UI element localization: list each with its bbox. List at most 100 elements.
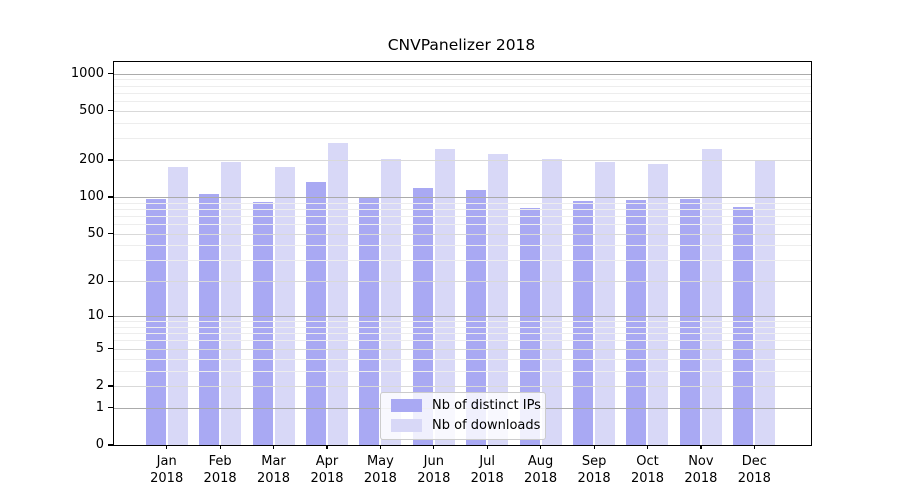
major-gridline — [114, 110, 811, 112]
legend-item-distinct-ips: Nb of distinct IPs — [381, 395, 545, 415]
x-tick-year: 2018 — [310, 471, 344, 486]
bar-nb-of-distinct-ips-jul — [466, 189, 487, 445]
y-tick-label: 500 — [79, 102, 104, 118]
y-tick-label: 10 — [87, 308, 104, 324]
y-tick-label: 20 — [87, 273, 104, 289]
x-tick-year: 2018 — [150, 471, 184, 486]
chart-title: CNVPanelizer 2018 — [387, 36, 536, 54]
x-tick-year: 2018 — [203, 471, 237, 486]
major-gridline — [114, 196, 811, 198]
minor-gridline — [114, 92, 811, 94]
minor-gridline — [114, 358, 811, 360]
legend: Nb of distinct IPs Nb of downloads — [380, 392, 546, 440]
major-gridline — [114, 73, 811, 75]
bar-nb-of-distinct-ips-aug — [519, 208, 540, 445]
major-gridline — [114, 159, 811, 161]
x-tick-mark — [166, 445, 168, 450]
legend-label-distinct-ips: Nb of distinct IPs — [432, 397, 541, 413]
x-tick-label: Feb 2018 — [188, 453, 252, 487]
bar-nb-of-distinct-ips-oct — [626, 200, 647, 445]
minor-gridline — [114, 370, 811, 372]
y-tick-mark — [108, 110, 113, 112]
y-tick-label: 0 — [95, 437, 104, 452]
x-tick-month: Nov — [688, 454, 714, 469]
major-gridline — [114, 348, 811, 350]
x-tick-label: Jan 2018 — [135, 453, 199, 487]
x-tick-year: 2018 — [363, 471, 397, 486]
y-tick-mark — [108, 72, 113, 75]
y-tick-mark — [108, 385, 113, 387]
minor-gridline — [114, 79, 811, 81]
y-tick-mark — [108, 315, 113, 317]
minor-gridline — [114, 85, 811, 87]
x-tick-label: Apr 2018 — [295, 453, 359, 487]
bar-nb-of-downloads-may — [381, 158, 402, 445]
x-tick-year: 2018 — [630, 471, 665, 486]
minor-gridline — [114, 245, 811, 247]
y-tick-label: 50 — [87, 225, 104, 241]
y-tick-label: 2 — [95, 377, 104, 393]
bar-nb-of-downloads-oct — [648, 163, 669, 445]
minor-gridline — [114, 215, 811, 217]
major-gridline — [114, 281, 811, 283]
y-tick-mark — [108, 444, 113, 446]
x-tick-mark — [646, 445, 649, 450]
x-tick-mark — [433, 445, 435, 450]
x-tick-mark — [700, 445, 702, 450]
x-tick-label: Jul 2018 — [455, 453, 519, 487]
x-tick-mark — [272, 445, 275, 450]
bar-nb-of-downloads-mar — [274, 166, 295, 445]
x-tick-month: Feb — [208, 454, 232, 469]
x-tick-month: Oct — [636, 454, 659, 469]
x-tick-label: Dec 2018 — [722, 453, 786, 487]
bar-nb-of-downloads-jul — [488, 154, 509, 445]
legend-swatch-distinct-ips — [391, 398, 422, 412]
y-tick-label: 5 — [95, 340, 104, 356]
minor-gridline — [114, 333, 811, 335]
x-tick-month: Jun — [423, 454, 444, 469]
x-tick-month: Sep — [581, 454, 607, 469]
x-tick-month: Dec — [741, 454, 767, 469]
x-tick-month: Jul — [479, 454, 496, 469]
x-tick-year: 2018 — [417, 471, 451, 486]
bar-nb-of-distinct-ips-dec — [733, 206, 754, 445]
bar-nb-of-downloads-aug — [541, 158, 562, 445]
x-tick-label: Nov 2018 — [669, 453, 733, 487]
bar-nb-of-downloads-jan — [167, 166, 188, 445]
minor-gridline — [114, 101, 811, 102]
x-tick-label: Oct 2018 — [616, 453, 680, 487]
y-tick-mark — [108, 407, 113, 409]
x-tick-label: Sep 2018 — [562, 453, 626, 487]
y-tick-label: 200 — [79, 151, 104, 167]
y-tick-mark — [108, 348, 113, 350]
bar-nb-of-downloads-nov — [701, 148, 722, 445]
x-tick-label: Aug 2018 — [509, 453, 573, 487]
x-tick-mark — [753, 445, 755, 450]
y-tick-label: 1 — [95, 399, 104, 415]
x-tick-mark — [540, 445, 542, 450]
bar-nb-of-downloads-dec — [755, 160, 776, 445]
legend-item-downloads: Nb of downloads — [381, 415, 545, 435]
minor-gridline — [114, 340, 811, 342]
bar-nb-of-distinct-ips-feb — [199, 193, 220, 445]
x-tick-month: Jan — [156, 454, 177, 469]
bar-nb-of-downloads-feb — [221, 161, 242, 445]
x-tick-year: 2018 — [256, 471, 291, 486]
minor-gridline — [114, 122, 811, 124]
x-tick-mark — [219, 445, 221, 450]
bar-nb-of-downloads-sep — [595, 161, 616, 445]
major-gridline — [114, 316, 811, 318]
y-tick-label: 1000 — [70, 65, 104, 81]
minor-gridline — [114, 138, 811, 140]
x-tick-mark — [379, 445, 382, 450]
x-tick-mark — [486, 445, 488, 450]
legend-swatch-downloads — [391, 418, 422, 432]
x-tick-label: Jun 2018 — [402, 453, 466, 487]
x-tick-mark — [593, 445, 595, 450]
x-tick-month: Aug — [527, 454, 554, 469]
bar-nb-of-downloads-apr — [327, 142, 348, 445]
x-tick-month: Mar — [261, 454, 286, 469]
minor-gridline — [114, 202, 811, 204]
plot-area: Nb of distinct IPs Nb of downloads 0 1 2 5 1… — [71, 61, 812, 486]
